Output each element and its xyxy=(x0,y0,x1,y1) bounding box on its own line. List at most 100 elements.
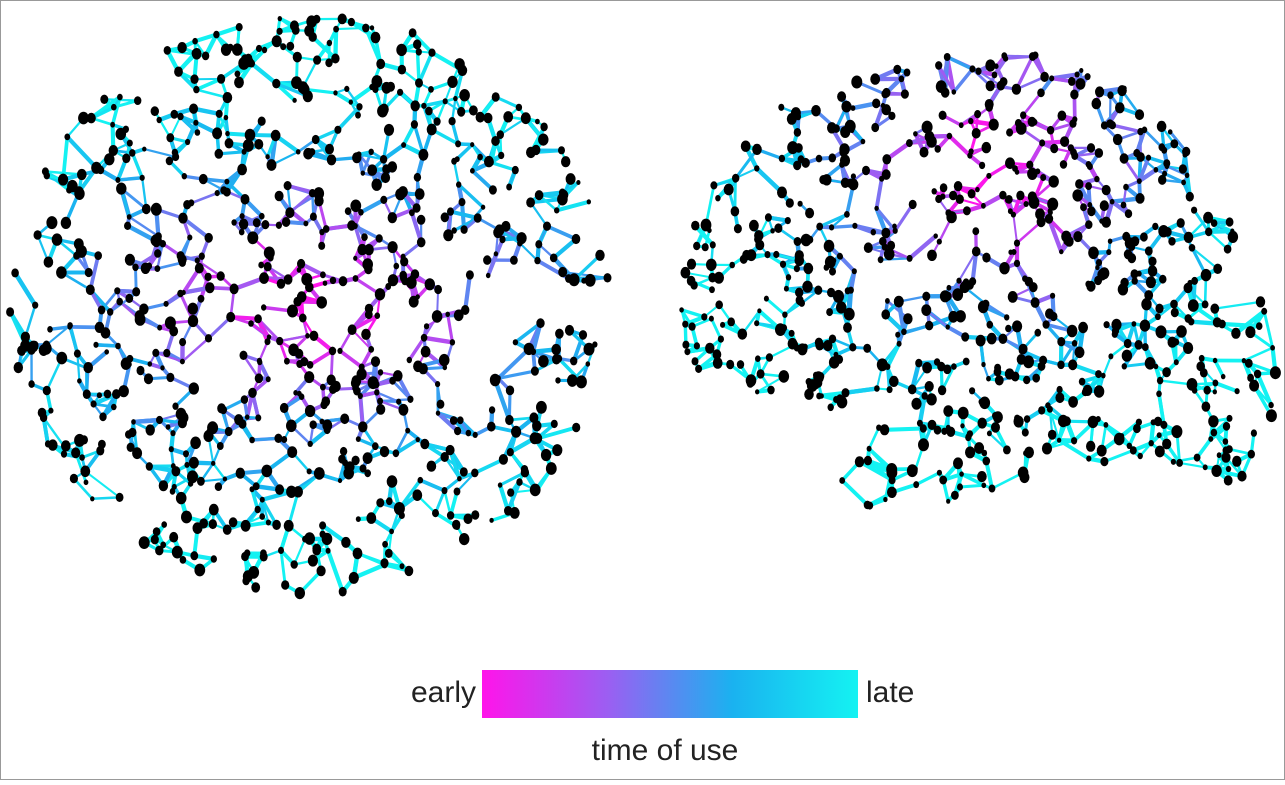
node xyxy=(11,268,19,277)
node xyxy=(481,205,485,210)
node xyxy=(457,107,465,117)
node xyxy=(576,180,580,185)
node xyxy=(1089,417,1098,428)
node xyxy=(1177,218,1185,228)
node xyxy=(459,533,469,545)
node xyxy=(867,446,872,452)
node xyxy=(1130,446,1137,454)
node xyxy=(295,587,305,599)
node xyxy=(535,190,544,200)
node xyxy=(264,262,272,271)
node xyxy=(284,358,290,365)
node xyxy=(454,310,464,322)
node xyxy=(314,195,323,206)
node xyxy=(1012,320,1022,332)
node xyxy=(946,324,950,329)
node xyxy=(778,104,784,111)
node xyxy=(414,173,421,182)
node xyxy=(897,341,902,347)
node xyxy=(170,488,176,495)
node xyxy=(974,110,981,118)
node xyxy=(90,496,94,501)
node xyxy=(1059,249,1063,254)
node xyxy=(305,333,310,339)
node xyxy=(421,346,431,358)
node xyxy=(278,16,282,21)
edge xyxy=(134,420,160,422)
node xyxy=(551,344,561,355)
node xyxy=(985,103,993,112)
edge xyxy=(1004,56,1032,57)
node xyxy=(689,322,696,330)
node xyxy=(958,407,969,420)
node xyxy=(883,497,887,502)
node xyxy=(715,359,720,365)
node xyxy=(1230,229,1234,234)
node xyxy=(179,338,186,346)
node xyxy=(521,465,528,474)
node xyxy=(436,411,440,416)
node xyxy=(893,65,901,74)
node xyxy=(192,38,198,45)
node xyxy=(276,222,282,229)
node xyxy=(1122,350,1132,362)
node xyxy=(507,448,514,456)
node xyxy=(570,357,577,366)
node xyxy=(146,263,152,270)
node xyxy=(1124,339,1132,348)
node xyxy=(955,310,966,322)
node xyxy=(265,154,269,159)
node xyxy=(339,587,347,597)
node xyxy=(56,352,67,365)
node xyxy=(109,145,118,156)
node xyxy=(913,481,919,488)
node xyxy=(1135,109,1144,120)
node xyxy=(1023,450,1028,456)
node xyxy=(361,329,371,340)
node xyxy=(925,321,933,331)
node xyxy=(157,117,162,123)
node xyxy=(198,295,205,303)
node xyxy=(559,189,566,197)
node xyxy=(466,270,474,279)
node xyxy=(251,582,260,592)
node xyxy=(786,198,794,208)
node xyxy=(180,359,185,365)
node xyxy=(878,256,884,263)
node xyxy=(1112,327,1119,336)
node xyxy=(1012,165,1018,172)
node xyxy=(1168,237,1175,246)
node xyxy=(427,461,437,472)
node xyxy=(595,250,604,261)
node xyxy=(794,265,800,272)
node xyxy=(1106,249,1111,255)
node xyxy=(1087,163,1093,170)
node xyxy=(1057,361,1064,370)
node xyxy=(77,169,87,180)
node xyxy=(954,181,963,191)
node xyxy=(284,520,294,532)
node xyxy=(134,96,141,105)
node xyxy=(737,360,744,369)
node xyxy=(862,166,870,175)
node xyxy=(28,380,34,388)
node xyxy=(47,326,53,333)
node xyxy=(920,424,927,432)
node xyxy=(1097,269,1107,281)
node xyxy=(181,290,185,295)
node xyxy=(784,286,789,292)
node xyxy=(274,434,282,443)
node xyxy=(881,309,890,319)
node xyxy=(94,251,102,260)
node xyxy=(249,437,255,444)
node xyxy=(754,235,761,244)
node xyxy=(266,376,271,382)
node xyxy=(1023,355,1034,368)
node xyxy=(1100,200,1109,211)
node xyxy=(240,351,248,360)
node xyxy=(320,384,326,391)
node xyxy=(386,497,393,505)
node xyxy=(1200,368,1208,377)
node xyxy=(151,535,159,545)
node xyxy=(882,154,891,164)
